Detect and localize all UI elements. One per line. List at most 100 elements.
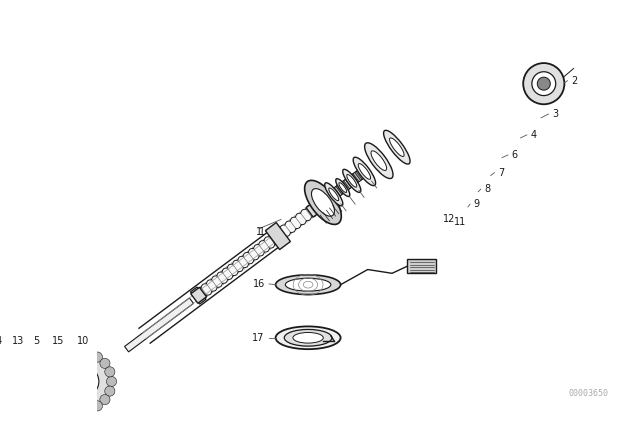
Circle shape — [52, 394, 64, 406]
Polygon shape — [353, 172, 361, 182]
Text: 2: 2 — [571, 76, 577, 86]
Text: 11: 11 — [454, 217, 467, 227]
Circle shape — [57, 358, 67, 368]
Text: 15: 15 — [52, 336, 64, 346]
Text: 3: 3 — [552, 109, 558, 119]
Circle shape — [92, 352, 102, 362]
Ellipse shape — [284, 329, 332, 346]
Ellipse shape — [371, 151, 387, 171]
Ellipse shape — [347, 175, 356, 187]
Text: 9: 9 — [474, 199, 479, 209]
Polygon shape — [337, 184, 345, 194]
Text: 1: 1 — [256, 227, 262, 237]
Ellipse shape — [329, 188, 339, 201]
Polygon shape — [313, 199, 324, 212]
Polygon shape — [306, 201, 322, 217]
Polygon shape — [355, 171, 362, 181]
Polygon shape — [342, 181, 350, 190]
Ellipse shape — [285, 278, 331, 291]
Polygon shape — [333, 188, 340, 197]
Ellipse shape — [342, 169, 361, 192]
Circle shape — [47, 389, 70, 412]
Ellipse shape — [339, 183, 347, 193]
Ellipse shape — [305, 181, 341, 224]
Polygon shape — [125, 298, 193, 352]
Circle shape — [538, 77, 550, 90]
Circle shape — [52, 367, 62, 377]
Circle shape — [532, 72, 556, 95]
Polygon shape — [311, 204, 319, 213]
Polygon shape — [122, 74, 491, 354]
Polygon shape — [325, 194, 333, 202]
Text: 12: 12 — [442, 215, 455, 224]
Polygon shape — [345, 178, 353, 188]
Polygon shape — [316, 200, 323, 210]
Polygon shape — [356, 170, 364, 179]
Polygon shape — [120, 70, 494, 359]
Ellipse shape — [293, 332, 323, 343]
Text: 7: 7 — [498, 168, 504, 178]
Polygon shape — [323, 194, 331, 204]
Polygon shape — [317, 199, 324, 208]
Circle shape — [52, 386, 62, 396]
Ellipse shape — [365, 143, 393, 179]
Circle shape — [92, 401, 102, 411]
Circle shape — [68, 366, 99, 397]
Circle shape — [55, 353, 111, 409]
Text: 5: 5 — [33, 336, 40, 346]
Polygon shape — [336, 185, 344, 194]
Circle shape — [83, 404, 93, 414]
Ellipse shape — [336, 179, 350, 197]
Circle shape — [100, 358, 110, 368]
Circle shape — [28, 408, 45, 426]
Ellipse shape — [276, 275, 340, 294]
Polygon shape — [326, 192, 334, 202]
Polygon shape — [191, 287, 206, 304]
Polygon shape — [339, 183, 347, 192]
Polygon shape — [348, 176, 356, 185]
Text: 8: 8 — [484, 184, 490, 194]
Circle shape — [20, 400, 52, 433]
Ellipse shape — [324, 183, 343, 206]
Circle shape — [100, 395, 110, 405]
Circle shape — [75, 373, 92, 390]
Text: 1: 1 — [259, 227, 266, 237]
Circle shape — [0, 442, 1, 448]
Polygon shape — [344, 179, 351, 189]
Polygon shape — [314, 202, 322, 211]
Text: 14: 14 — [0, 336, 3, 346]
Circle shape — [74, 349, 84, 359]
Circle shape — [50, 376, 60, 387]
Text: 4: 4 — [531, 130, 536, 140]
Polygon shape — [347, 177, 355, 186]
Text: 00003650: 00003650 — [569, 389, 609, 398]
Text: 13: 13 — [12, 336, 24, 346]
Ellipse shape — [353, 157, 376, 185]
Polygon shape — [312, 203, 320, 212]
Circle shape — [8, 419, 29, 441]
Polygon shape — [350, 175, 358, 184]
Circle shape — [74, 404, 84, 414]
Ellipse shape — [383, 130, 410, 164]
Circle shape — [524, 63, 564, 104]
Polygon shape — [191, 287, 207, 303]
Polygon shape — [319, 198, 326, 207]
Circle shape — [38, 380, 79, 421]
Circle shape — [0, 439, 4, 448]
Polygon shape — [330, 190, 337, 199]
Polygon shape — [266, 223, 291, 250]
Circle shape — [57, 395, 67, 405]
Text: 16: 16 — [253, 279, 265, 289]
Circle shape — [64, 401, 74, 411]
Circle shape — [105, 367, 115, 377]
Ellipse shape — [390, 138, 404, 156]
Polygon shape — [139, 228, 284, 343]
Polygon shape — [332, 189, 339, 198]
Circle shape — [13, 424, 24, 436]
Polygon shape — [322, 196, 330, 205]
Circle shape — [64, 352, 74, 362]
Polygon shape — [328, 191, 336, 200]
Polygon shape — [334, 186, 342, 196]
Polygon shape — [196, 205, 317, 299]
Text: 10: 10 — [77, 336, 90, 346]
